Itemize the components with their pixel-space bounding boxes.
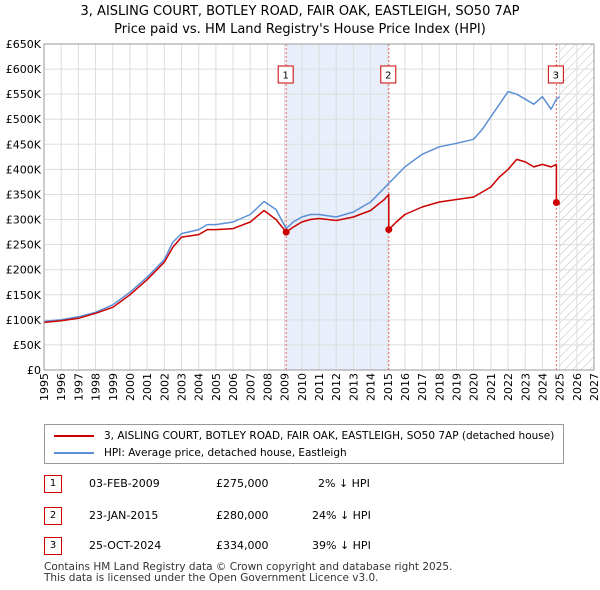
footer-licence: This data is licensed under the Open Gov… xyxy=(44,572,379,584)
series-line-hpi xyxy=(43,90,561,323)
x-tick-label: 2017 xyxy=(416,373,429,401)
legend-label-property: 3, AISLING COURT, BOTLEY ROAD, FAIR OAK,… xyxy=(104,430,555,442)
sale-point xyxy=(385,226,393,234)
x-tick-label: 2014 xyxy=(365,373,378,401)
x-tick-label: 2022 xyxy=(502,373,515,401)
transaction-number: 1 xyxy=(44,475,62,493)
transaction-hpi: 39% ↓ HPI xyxy=(312,539,371,552)
x-tick-label: 2010 xyxy=(296,373,309,401)
x-tick-label: 2000 xyxy=(124,373,137,401)
annotation-label: 3 xyxy=(553,71,559,82)
transaction-date: 23-JAN-2015 xyxy=(89,509,159,522)
legend-item-hpi: HPI: Average price, detached house, East… xyxy=(45,445,347,461)
sale-point xyxy=(552,198,560,206)
x-tick-label: 1995 xyxy=(38,373,51,401)
x-tick-label: 2005 xyxy=(210,373,223,401)
x-tick-label: 2002 xyxy=(158,373,171,401)
y-tick-label: £250K xyxy=(6,239,42,252)
series-line-property xyxy=(43,158,560,324)
annotation-box xyxy=(547,65,564,84)
annotation-box xyxy=(380,65,397,84)
x-tick-label: 2012 xyxy=(330,373,343,401)
x-tick-label: 2013 xyxy=(347,373,360,401)
x-tick-label: 2019 xyxy=(451,373,464,401)
sale-point xyxy=(282,228,290,236)
y-tick-label: £550K xyxy=(6,88,42,101)
x-tick-label: 2006 xyxy=(227,373,240,401)
x-tick-label: 1999 xyxy=(107,373,120,401)
y-tick-label: £50K xyxy=(13,339,42,352)
transaction-row: 2 23-JAN-2015 £280,000 24% ↓ HPI xyxy=(44,507,564,527)
legend-item-property: 3, AISLING COURT, BOTLEY ROAD, FAIR OAK,… xyxy=(45,428,554,444)
y-tick-label: £400K xyxy=(6,163,42,176)
x-tick-label: 2004 xyxy=(193,373,206,401)
transaction-hpi: 24% ↓ HPI xyxy=(312,509,371,522)
annotation-label: 2 xyxy=(385,71,391,82)
chart-subtitle: Price paid vs. HM Land Registry's House … xyxy=(114,22,486,37)
y-tick-label: £200K xyxy=(6,264,42,277)
transaction-number: 2 xyxy=(44,507,62,525)
x-tick-label: 2024 xyxy=(536,373,549,401)
transaction-price: £280,000 xyxy=(216,509,269,522)
chart-title: 3, AISLING COURT, BOTLEY ROAD, FAIR OAK,… xyxy=(80,4,520,19)
x-tick-label: 2009 xyxy=(279,373,292,401)
x-tick-label: 2015 xyxy=(382,373,395,401)
chart-plot: 1 2 3 £0 £50K £100K £150K £200K £250K £300K £350K… xyxy=(6,38,600,401)
x-tick-label: 2001 xyxy=(141,373,154,401)
legend-label-hpi: HPI: Average price, detached house, East… xyxy=(104,447,347,459)
legend-swatch-red xyxy=(54,435,94,437)
transaction-row: 1 03-FEB-2009 £275,000 2% ↓ HPI xyxy=(44,475,564,495)
x-tick-label: 1997 xyxy=(72,373,85,401)
y-tick-label: £500K xyxy=(6,113,42,126)
transaction-number: 3 xyxy=(44,537,62,555)
ownership-shade xyxy=(286,44,389,370)
legend-swatch-blue xyxy=(54,452,94,454)
legend: 3, AISLING COURT, BOTLEY ROAD, FAIR OAK,… xyxy=(44,424,564,464)
x-tick-label: 2003 xyxy=(176,373,189,401)
x-tick-label: 2011 xyxy=(313,373,326,401)
transaction-hpi: 2% ↓ HPI xyxy=(318,477,370,490)
y-tick-label: £600K xyxy=(6,63,42,76)
transaction-row: 3 25-OCT-2024 £334,000 39% ↓ HPI xyxy=(44,537,564,557)
y-tick-label: £150K xyxy=(6,289,42,302)
transaction-date: 03-FEB-2009 xyxy=(89,477,160,490)
x-tick-label: 2025 xyxy=(554,373,567,401)
x-tick-label: 2021 xyxy=(485,373,498,401)
x-tick-label: 2023 xyxy=(519,373,532,401)
y-tick-label: £100K xyxy=(6,314,42,327)
x-tick-label: 2018 xyxy=(433,373,446,401)
x-tick-label: 1996 xyxy=(55,373,68,401)
y-tick-label: £0 xyxy=(27,364,41,377)
x-tick-label: 2026 xyxy=(571,373,584,401)
y-tick-label: £300K xyxy=(6,214,42,227)
annotation-box xyxy=(277,65,294,84)
transaction-price: £334,000 xyxy=(216,539,269,552)
plot-border xyxy=(43,43,595,371)
y-tick-label: £650K xyxy=(6,38,42,51)
x-tick-label: 2008 xyxy=(261,373,274,401)
x-tick-label: 2027 xyxy=(588,373,600,401)
y-tick-label: £450K xyxy=(6,138,42,151)
transaction-date: 25-OCT-2024 xyxy=(89,539,162,552)
y-tick-label: £350K xyxy=(6,188,42,201)
x-tick-label: 2007 xyxy=(244,373,257,401)
x-tick-label: 2020 xyxy=(468,373,481,401)
footer-copyright: Contains HM Land Registry data © Crown c… xyxy=(44,561,453,573)
transaction-price: £275,000 xyxy=(216,477,269,490)
annotation-label: 1 xyxy=(282,71,288,82)
x-tick-label: 1998 xyxy=(90,373,103,401)
x-tick-label: 2016 xyxy=(399,373,412,401)
